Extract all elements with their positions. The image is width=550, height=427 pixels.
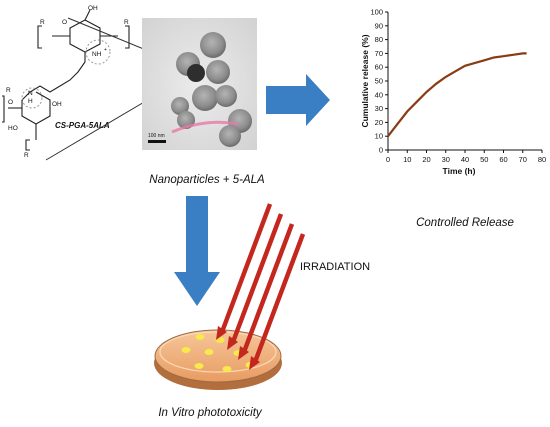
nanoparticle	[171, 97, 189, 115]
bond	[84, 9, 91, 21]
atom-label: OH	[88, 5, 98, 12]
laser-arrowhead	[238, 346, 249, 360]
laser-arrowhead	[249, 356, 260, 370]
laser-beam	[230, 213, 284, 343]
arrow-to-release	[266, 74, 330, 126]
molecule-name: CS-PGA-5ALA	[55, 121, 110, 130]
series-line	[387, 52, 527, 137]
y-tick-label: 100	[370, 8, 383, 17]
y-ticks: 0 10 20 30 40 50 60 70 80 90 100	[370, 8, 388, 155]
y-tick-label: 50	[375, 77, 383, 86]
laser-beam	[252, 233, 306, 363]
y-tick-label: 30	[375, 104, 383, 113]
in-vitro-caption: In Vitro phototoxicity	[158, 407, 263, 419]
amide-circle	[21, 87, 43, 109]
y-tick-label: 90	[375, 21, 383, 30]
irradiation-label: IRRADIATION	[300, 261, 370, 273]
atom-label: HO	[8, 125, 18, 132]
laser-beam	[241, 223, 295, 353]
molecule-labels: OH O NH + R R O OH HO N H R R	[6, 5, 129, 159]
arrow-to-dish	[174, 196, 220, 306]
nanoparticle	[215, 85, 237, 107]
laser-beams	[219, 203, 306, 363]
nanoparticle	[219, 125, 241, 147]
x-tick-label: 10	[403, 155, 411, 164]
nanoparticle-dark	[187, 64, 205, 82]
atom-label: OH	[52, 101, 62, 108]
atom-label: H	[28, 98, 33, 105]
x-tick-label: 30	[442, 155, 450, 164]
y-tick-label: 20	[375, 118, 383, 127]
laser-heads	[216, 326, 260, 370]
side-chain	[21, 61, 86, 101]
laser-beam	[219, 203, 273, 333]
atom-label: NH	[92, 51, 102, 58]
molecule-structure	[2, 9, 130, 151]
x-tick-label: 80	[538, 155, 546, 164]
cell-dot	[181, 347, 191, 353]
x-tick-label: 70	[519, 155, 527, 164]
laser-arrowhead	[227, 336, 238, 350]
cell-dot	[204, 349, 214, 355]
x-tick-label: 40	[461, 155, 469, 164]
y-tick-label: 0	[379, 146, 383, 155]
atom-label: R	[40, 19, 45, 26]
y-axis-label: Cumulative release (%)	[360, 34, 370, 127]
scale-bar	[148, 140, 166, 143]
y-tick-label: 80	[375, 35, 383, 44]
cell-dot	[194, 363, 204, 369]
lower-ring	[21, 91, 51, 125]
stain-streak	[171, 120, 239, 134]
nanoparticle	[192, 85, 218, 111]
atom-label: O	[8, 99, 13, 106]
x-ticks: 0 10 20 30 40 50 60 70 80	[386, 150, 546, 164]
repeat-bracket-left	[37, 25, 42, 49]
laser-arrowhead	[216, 326, 227, 340]
nanoparticle	[206, 60, 230, 84]
repeat-bracket-right	[125, 25, 130, 49]
y-tick-label: 40	[375, 90, 383, 99]
atom-label: R	[24, 152, 29, 159]
controlled-release-caption: Controlled Release	[416, 217, 514, 229]
nanoparticle	[200, 32, 226, 58]
nanoparticles-caption: Nanoparticles + 5-ALA	[149, 174, 265, 186]
y-tick-label: 10	[375, 132, 383, 141]
release-chart: 0 10 20 30 40 50 60 70 80 90 100 0 10 20 30 40 50 60 70 80…	[360, 8, 546, 177]
scale-bar-label: 100 nm	[148, 133, 165, 139]
atom-label: +	[104, 47, 107, 53]
bracket-left-low	[2, 95, 5, 123]
x-tick-label: 0	[386, 155, 390, 164]
atom-label: R	[124, 19, 129, 26]
x-tick-label: 20	[422, 155, 430, 164]
atom-label: O	[62, 19, 67, 26]
cell-dot	[195, 334, 205, 340]
y-tick-label: 70	[375, 49, 383, 58]
atom-label: R	[6, 87, 11, 94]
amine-circle	[85, 39, 111, 65]
tem-image: 100 nm	[142, 18, 257, 150]
y-tick-label: 60	[375, 63, 383, 72]
atom-label: N	[28, 90, 33, 97]
cell-dot	[222, 366, 232, 372]
bracket-low	[25, 139, 30, 151]
x-tick-label: 60	[499, 155, 507, 164]
x-axis-label: Time (h)	[443, 166, 476, 176]
x-tick-label: 50	[480, 155, 488, 164]
